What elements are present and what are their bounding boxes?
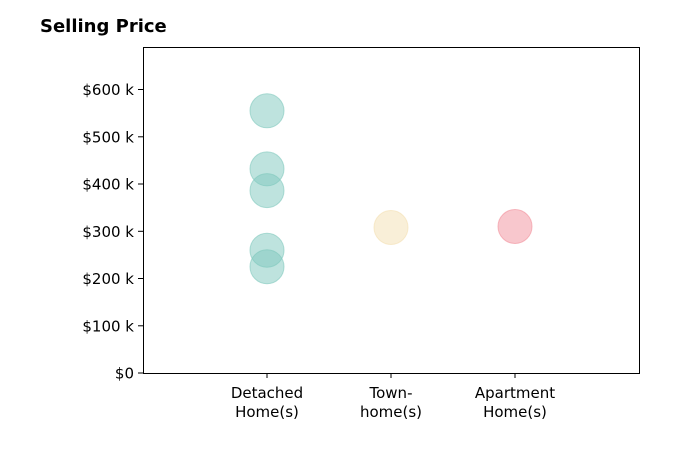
y-tick-label: $0 [115,365,134,383]
y-tick-label: $500 k [82,128,134,146]
data-point [497,209,533,244]
x-tick-label: Apartment Home(s) [475,384,555,421]
data-point [249,173,285,209]
plot-frame [143,47,640,374]
x-tick-label: Town-home(s) [360,384,422,421]
y-axis: $0 $100 k $200 k $300 k $400 k $500 k $600 k [82,81,143,383]
y-tick-label: $400 k [82,176,134,194]
data-point [249,93,285,129]
x-axis: Detached Home(s) Town-home(s) Apartment Home… [231,373,555,421]
points-layer [249,93,533,285]
data-point [249,249,285,285]
y-tick-label: $200 k [82,270,134,288]
chart-title: Selling Price [40,16,167,37]
data-point [373,210,409,245]
y-tick-label: $300 k [82,223,134,241]
x-tick-label: Detached Home(s) [231,384,303,421]
y-tick-label: $600 k [82,81,134,99]
y-tick-label: $100 k [82,317,134,335]
